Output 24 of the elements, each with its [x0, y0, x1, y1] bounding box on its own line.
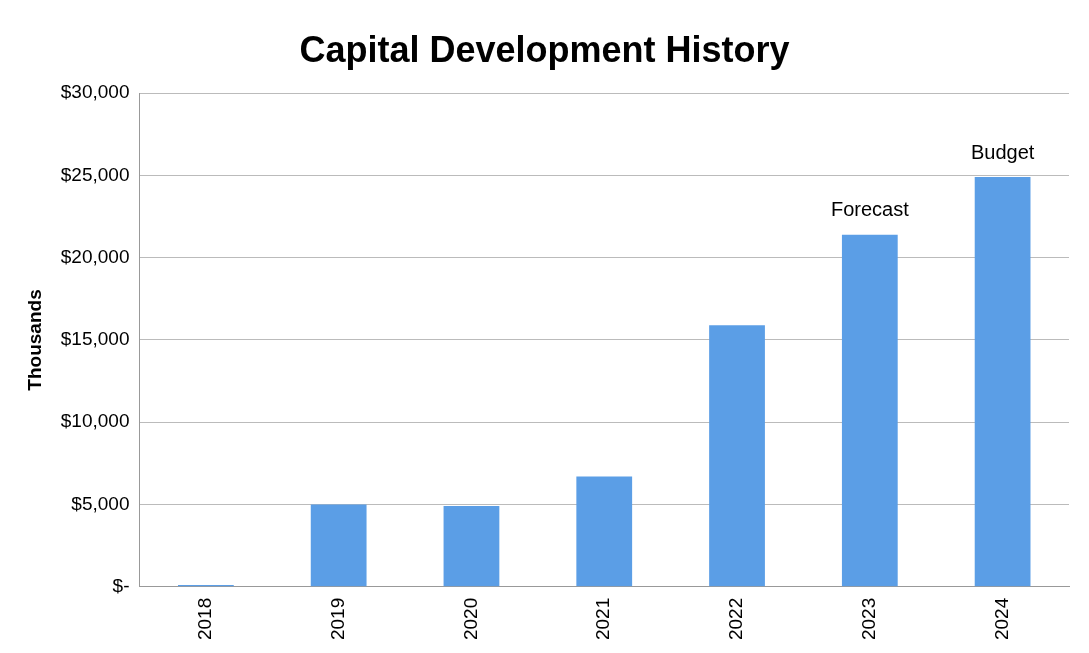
bar — [443, 506, 500, 587]
x-tick-label: 2020 — [459, 597, 481, 641]
x-tick-label: 2022 — [725, 597, 747, 641]
y-tick-label: $5,000 — [71, 492, 130, 514]
bar — [576, 476, 633, 587]
bar — [841, 234, 898, 587]
y-tick-label: $15,000 — [60, 328, 130, 350]
annotation: Forecast — [830, 198, 910, 221]
x-tick-label: 2024 — [990, 597, 1012, 641]
x-tick-label: 2018 — [194, 597, 216, 641]
chart-title: Capital Development History — [299, 28, 790, 70]
y-tick-label: $20,000 — [60, 245, 130, 267]
x-tick-label: 2019 — [326, 597, 348, 641]
y-axis-title: Thousands — [23, 289, 45, 391]
y-tick-label: $- — [112, 574, 130, 596]
bar — [974, 177, 1031, 587]
y-tick-label: $25,000 — [60, 163, 130, 185]
bar — [709, 325, 765, 587]
annotation: Budget — [970, 140, 1035, 163]
y-tick-label: $30,000 — [60, 81, 130, 103]
bar — [310, 504, 367, 587]
x-tick-label: 2023 — [858, 597, 880, 641]
x-tick-label: 2021 — [592, 597, 614, 641]
y-tick-label: $10,000 — [60, 410, 130, 432]
